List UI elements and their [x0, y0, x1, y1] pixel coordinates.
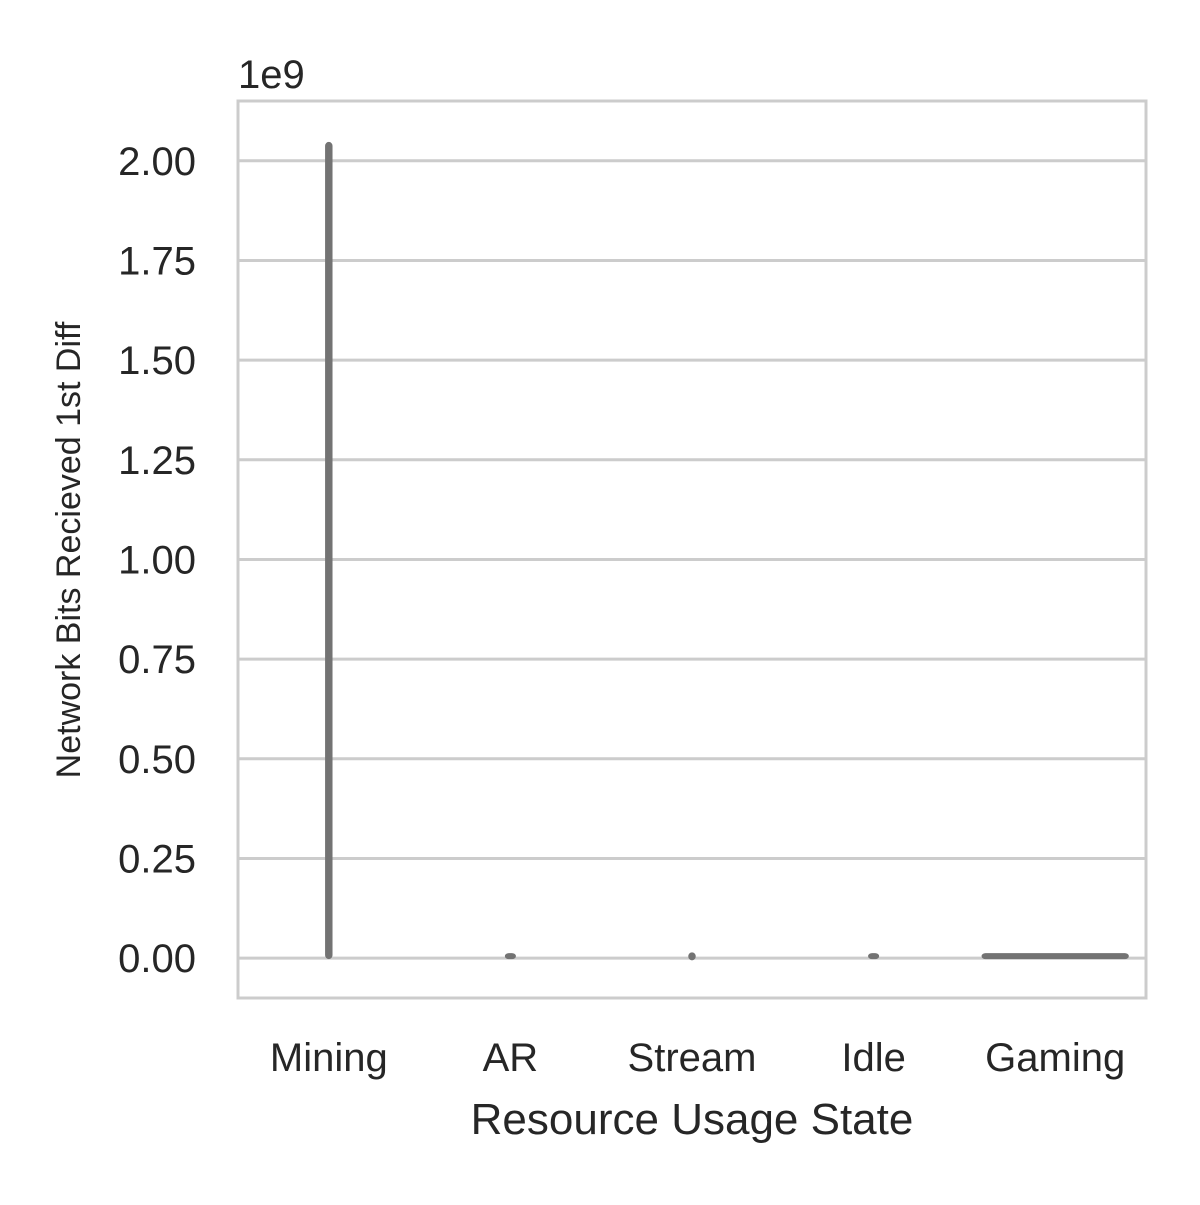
- violin-gaming: [981, 953, 1129, 960]
- violin-idle: [868, 953, 880, 960]
- x-tick-label: AR: [483, 1036, 539, 1080]
- x-axis-label: Resource Usage State: [471, 1095, 914, 1144]
- y-tick-label: 0.00: [118, 937, 196, 981]
- y-tick-label: 0.75: [118, 638, 196, 682]
- y-tick-labels: 0.00 0.25 0.50 0.75 1.00 1.25 1.50 1.75 2.00: [118, 140, 196, 981]
- y-tick-label: 1.00: [118, 538, 196, 582]
- x-tick-label: Stream: [628, 1036, 757, 1080]
- plot-frame: [236, 99, 1148, 1000]
- x-tick-label: Idle: [841, 1036, 906, 1080]
- y-tick-label: 0.50: [118, 738, 196, 782]
- y-axis-label: Network Bits Recieved 1st Diff: [50, 321, 88, 778]
- violin-marks: [325, 141, 1129, 961]
- y-tick-label: 0.25: [118, 837, 196, 881]
- y-tick-label: 2.00: [118, 140, 196, 184]
- plot-background: [238, 101, 1146, 998]
- x-tick-label: Gaming: [985, 1036, 1125, 1080]
- x-tick-labels: Mining AR Stream Idle Gaming: [270, 1036, 1125, 1080]
- y-tick-label: 1.75: [118, 239, 196, 283]
- y-offset-label: 1e9: [238, 53, 305, 97]
- y-tick-label: 1.50: [118, 339, 196, 383]
- violin-stream: [688, 952, 696, 961]
- grid-lines: [238, 159, 1146, 960]
- violin-ar: [504, 953, 516, 960]
- x-tick-label: Mining: [270, 1036, 388, 1080]
- y-tick-label: 1.25: [118, 439, 196, 483]
- violin-mining: [325, 141, 333, 960]
